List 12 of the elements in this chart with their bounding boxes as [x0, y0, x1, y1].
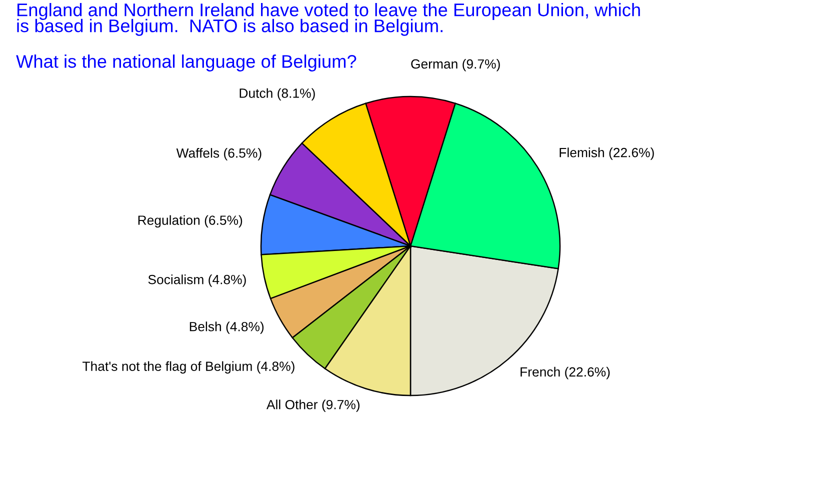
slice-label: Flemish (22.6%) [560, 148, 654, 160]
slice-label: German (9.7%) [411, 58, 500, 72]
slice-label: Dutch (8.1%) [240, 88, 315, 100]
slice-label: All Other (9.7%) [266, 400, 360, 412]
slice-label: Socialism (4.8%) [148, 274, 246, 287]
slice-label: Regulation (6.5%) [138, 215, 242, 228]
chart-title: England and Northern Ireland have voted to leave the European Union, which is based in Belgium. NATO is also based in Belgium. [17, 3, 640, 36]
slice-label: That's not the flag of Belgium (4.8%) [82, 361, 294, 374]
chart-subtitle: What is the national language of Belgium? [16, 54, 356, 72]
slice-label: Belsh (4.8%) [190, 322, 264, 334]
slice-label: French (22.6%) [520, 366, 610, 380]
slice-label: Waffels (6.5%) [176, 148, 262, 160]
